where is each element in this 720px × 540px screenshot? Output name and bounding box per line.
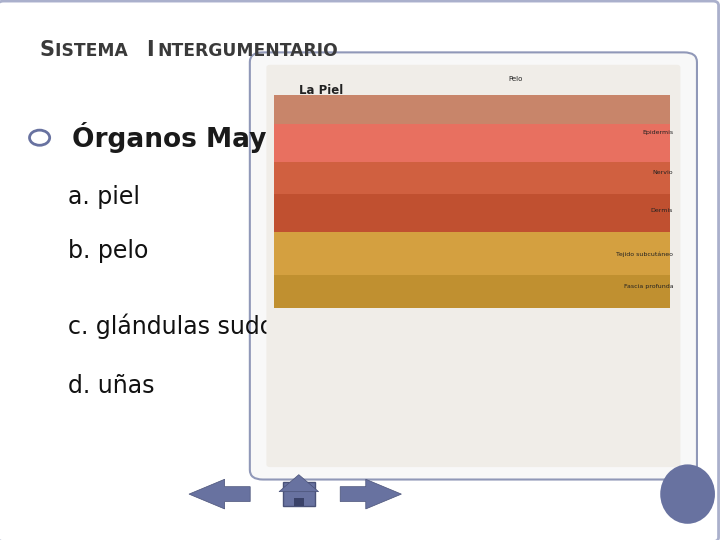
Text: ISTEMA: ISTEMA <box>55 42 134 60</box>
FancyBboxPatch shape <box>274 124 670 162</box>
Text: La Piel: La Piel <box>299 84 343 97</box>
Text: c. glándulas sudoríparas: c. glándulas sudoríparas <box>68 314 357 340</box>
FancyBboxPatch shape <box>274 94 670 124</box>
Circle shape <box>30 130 50 145</box>
Polygon shape <box>279 475 319 491</box>
Text: d. uñas: d. uñas <box>68 374 155 398</box>
Text: Tejido subcutáneo: Tejido subcutáneo <box>616 251 673 256</box>
FancyBboxPatch shape <box>294 498 304 507</box>
Text: Dermis: Dermis <box>651 208 673 213</box>
Text: Fascia profunda: Fascia profunda <box>624 284 673 289</box>
FancyBboxPatch shape <box>274 194 670 232</box>
Text: Órganos Mayores: Órganos Mayores <box>72 122 331 153</box>
Polygon shape <box>341 480 402 509</box>
FancyBboxPatch shape <box>282 482 315 507</box>
FancyBboxPatch shape <box>274 232 670 275</box>
Ellipse shape <box>660 464 715 524</box>
Text: Pelo: Pelo <box>508 76 523 82</box>
Polygon shape <box>189 480 251 509</box>
Text: S: S <box>40 40 55 60</box>
FancyBboxPatch shape <box>274 162 670 194</box>
Text: NTERGUMENTARIO: NTERGUMENTARIO <box>157 42 338 60</box>
FancyBboxPatch shape <box>274 275 670 308</box>
Text: I: I <box>146 40 154 60</box>
FancyBboxPatch shape <box>266 65 680 467</box>
FancyBboxPatch shape <box>250 52 697 480</box>
Text: Epidermis: Epidermis <box>642 130 673 135</box>
Text: b. pelo: b. pelo <box>68 239 149 263</box>
Text: a. piel: a. piel <box>68 185 140 209</box>
Text: Nervio: Nervio <box>652 170 673 176</box>
